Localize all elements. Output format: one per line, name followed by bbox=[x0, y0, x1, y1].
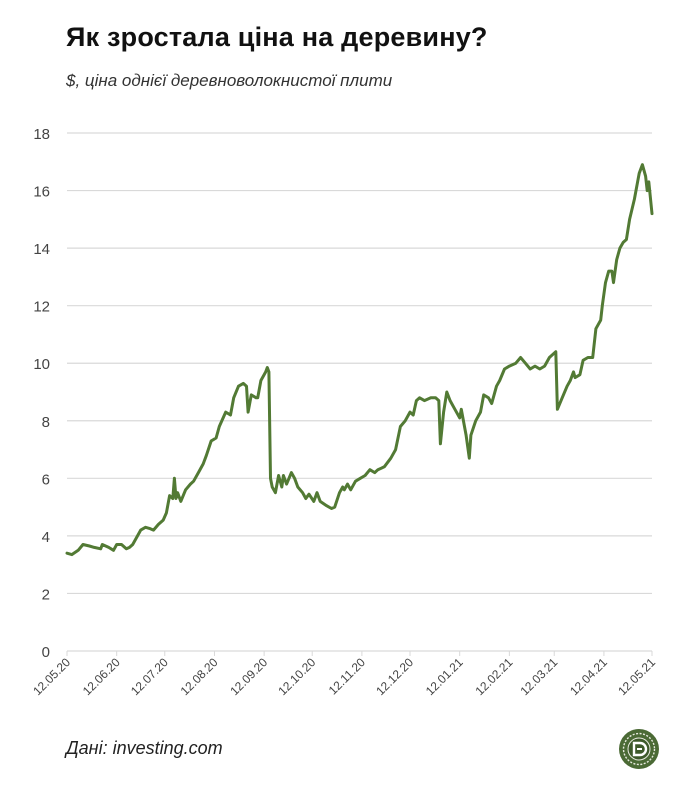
data-source: Дані: investing.com bbox=[66, 738, 223, 758]
x-tick-label: 12.05.20 bbox=[30, 655, 73, 698]
y-tick-label: 4 bbox=[42, 529, 50, 546]
x-tick-label: 12.03.21 bbox=[517, 655, 560, 698]
x-tick-label: 12.11.20 bbox=[326, 655, 369, 698]
y-tick-label: 8 bbox=[42, 414, 50, 431]
y-tick-label: 10 bbox=[33, 356, 50, 373]
x-tick-label: 12.02.21 bbox=[473, 655, 516, 698]
chart-title: Як зростала ціна на деревину? bbox=[66, 22, 488, 52]
x-tick-label: 12.07.20 bbox=[128, 655, 171, 698]
series-line-price bbox=[65, 163, 654, 557]
x-tick-label: 12.10.20 bbox=[275, 655, 318, 698]
y-tick-label: 16 bbox=[33, 184, 50, 201]
x-tick-label: 12.08.20 bbox=[178, 655, 221, 698]
x-tick-label: 12.01.21 bbox=[423, 655, 466, 698]
x-tick-label: 12.12.20 bbox=[373, 655, 416, 698]
line-chart: 0 2 4 6 8 10 12 14 16 18 12.05.20 12.06.20 12.07.20… bbox=[30, 126, 658, 698]
y-tick-label: 2 bbox=[42, 586, 50, 603]
x-tick-label: 12.05.21 bbox=[615, 655, 658, 698]
y-tick-label: 0 bbox=[42, 644, 50, 661]
y-tick-label: 12 bbox=[33, 299, 50, 316]
x-tick-label: 12.04.21 bbox=[567, 655, 610, 698]
x-tick-label: 12.09.20 bbox=[227, 655, 270, 698]
x-tick-label: 12.06.20 bbox=[80, 655, 123, 698]
chart-subtitle: $, ціна однієї деревноволокнистої плити bbox=[66, 71, 393, 90]
y-tick-label: 18 bbox=[33, 126, 50, 143]
publisher-logo-icon bbox=[619, 729, 659, 769]
y-tick-label: 14 bbox=[33, 241, 50, 258]
y-tick-label: 6 bbox=[42, 471, 50, 488]
